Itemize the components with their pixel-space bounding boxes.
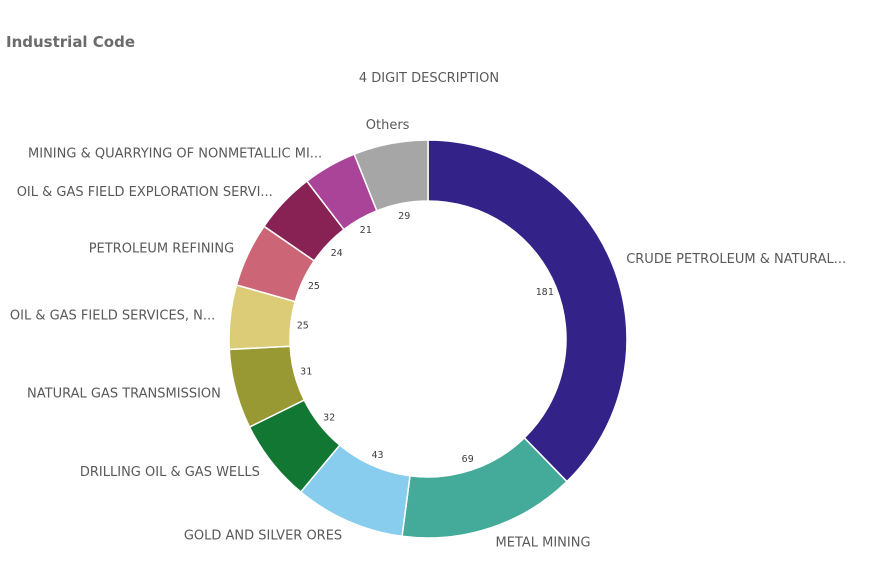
category-label-gold-and-silver-ores: GOLD AND SILVER ORES: [184, 529, 342, 544]
value-label-metal-mining: 69: [462, 454, 474, 465]
value-label-natural-gas-transmission: 31: [300, 366, 312, 377]
category-label-metal-mining: METAL MINING: [496, 536, 591, 551]
category-label-oil-gas-field-exploration-servi: OIL & GAS FIELD EXPLORATION SERVI...: [17, 185, 273, 200]
category-label-others: Others: [366, 118, 410, 133]
value-label-oil-gas-field-exploration-servi: 24: [331, 248, 343, 259]
slice-crude-petroleum-natural[interactable]: [427, 139, 628, 483]
category-label-drilling-oil-gas-wells: DRILLING OIL & GAS WELLS: [80, 465, 260, 480]
category-label-group: CRUDE PETROLEUM & NATURAL... METAL MINING…: [10, 118, 846, 551]
value-label-oil-gas-field-services-n: 25: [297, 321, 309, 332]
panel-title: Industrial Code: [6, 33, 136, 51]
value-label-others: 29: [398, 211, 410, 222]
value-label-gold-and-silver-ores: 43: [371, 450, 383, 461]
value-label-petroleum-refining: 25: [308, 281, 320, 292]
slice-group: [228, 139, 628, 539]
slice-others[interactable]: [353, 139, 429, 212]
category-label-oil-gas-field-services-n: OIL & GAS FIELD SERVICES, N...: [10, 309, 215, 324]
category-label-mining-quarrying-of-nonmetallic-mi: MINING & QUARRYING OF NONMETALLIC MI...: [28, 147, 322, 162]
value-label-group: 181 69 43 32 31 25 25 24 21 29: [297, 211, 554, 465]
chart-title: 4 DIGIT DESCRIPTION: [358, 71, 500, 86]
category-label-natural-gas-transmission: NATURAL GAS TRANSMISSION: [27, 387, 221, 402]
value-label-mining-quarrying-of-nonmetallic-mi: 21: [360, 225, 372, 236]
category-label-crude-petroleum-natural: CRUDE PETROLEUM & NATURAL...: [626, 252, 846, 267]
value-label-drilling-oil-gas-wells: 32: [323, 413, 335, 424]
value-label-crude-petroleum-natural: 181: [536, 287, 554, 298]
category-label-petroleum-refining: PETROLEUM REFINING: [89, 242, 235, 257]
